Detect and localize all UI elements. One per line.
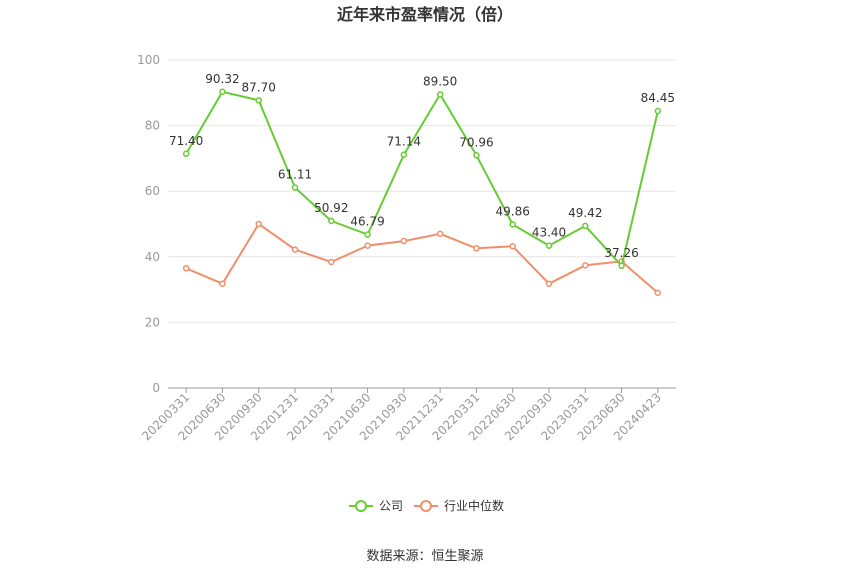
data-label: 84.45 xyxy=(641,91,675,105)
data-point xyxy=(618,262,625,270)
data-point xyxy=(400,151,408,158)
data-point xyxy=(364,231,371,238)
legend-swatch-marker xyxy=(355,500,367,512)
data-point xyxy=(473,245,480,252)
data-label: 50.92 xyxy=(314,201,348,215)
data-point xyxy=(654,107,662,115)
y-axis: 0 20 40 60 80 100 xyxy=(137,53,160,395)
y-tick-label: 0 xyxy=(152,381,160,395)
y-tick-label: 20 xyxy=(145,315,160,329)
legend-label: 公司 xyxy=(379,499,403,513)
data-label: 87.70 xyxy=(242,80,276,94)
data-point xyxy=(219,88,226,96)
x-axis: 2020033120200630202009302020123120210331… xyxy=(139,387,676,443)
data-point xyxy=(328,217,335,225)
data-point xyxy=(364,242,371,249)
data-point xyxy=(255,97,262,104)
data-point xyxy=(545,280,553,287)
data-point xyxy=(473,152,480,159)
y-tick-label: 80 xyxy=(145,119,160,133)
y-tick-label: 60 xyxy=(145,184,160,198)
data-label: 37.26 xyxy=(604,246,638,260)
legend-swatch-marker xyxy=(420,500,432,512)
data-label: 71.14 xyxy=(387,135,421,149)
grid xyxy=(168,59,676,323)
data-point xyxy=(509,221,516,228)
data-point xyxy=(291,184,299,191)
legend-item-1[interactable]: 行业中位数 xyxy=(414,498,504,513)
data-label: 49.42 xyxy=(568,206,602,220)
data-point xyxy=(436,230,444,238)
data-point xyxy=(582,222,589,230)
data-point xyxy=(400,237,408,245)
data-point xyxy=(328,258,335,266)
y-tick-label: 100 xyxy=(137,53,160,67)
source-note: 数据来源：恒生聚源 xyxy=(366,549,483,564)
legend-item-0[interactable]: 公司 xyxy=(349,499,403,513)
chart-title: 近年来市盈率情况（倍） xyxy=(337,5,513,24)
data-point xyxy=(654,289,662,297)
data-point xyxy=(255,220,262,228)
data-label: 43.40 xyxy=(532,226,566,240)
series-layer xyxy=(182,88,662,297)
data-label: 61.11 xyxy=(278,168,312,182)
data-point xyxy=(509,243,516,250)
data-point xyxy=(182,150,190,158)
data-point xyxy=(182,265,190,272)
data-label: 49.86 xyxy=(496,204,530,218)
data-label: 70.96 xyxy=(459,135,493,149)
data-label: 89.50 xyxy=(423,74,457,88)
series-line-0 xyxy=(185,90,659,267)
legend-label: 行业中位数 xyxy=(444,498,504,513)
series-line-1 xyxy=(185,223,659,294)
data-point xyxy=(291,246,299,253)
data-point xyxy=(436,91,444,98)
data-point xyxy=(582,262,589,269)
data-label: 71.40 xyxy=(169,134,203,148)
data-point xyxy=(545,242,553,249)
data-label: 90.32 xyxy=(205,72,239,86)
data-label: 46.79 xyxy=(350,215,384,229)
legend[interactable]: 公司 行业中位数 xyxy=(349,498,504,513)
y-tick-label: 40 xyxy=(145,250,160,264)
data-point xyxy=(219,280,226,287)
